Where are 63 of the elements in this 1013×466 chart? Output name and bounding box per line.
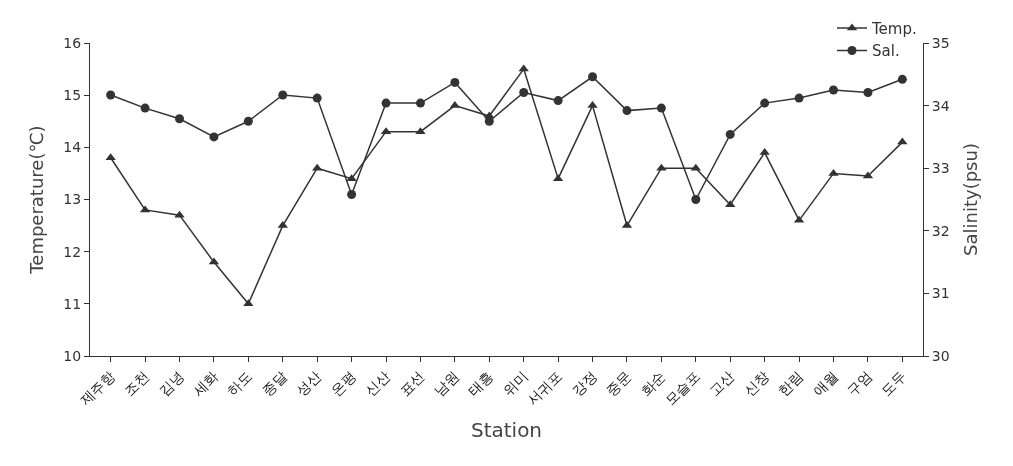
point <box>312 93 322 103</box>
point <box>656 103 666 113</box>
point <box>415 98 425 108</box>
x-tick-label: 구엄 <box>843 367 875 399</box>
point <box>140 103 150 113</box>
x-axis-title: Station <box>470 418 543 443</box>
x-tick-label: 한림 <box>775 367 807 399</box>
point <box>347 189 357 199</box>
x-tick-label: 신창 <box>740 367 772 399</box>
y2-axis-title: Salinity(psu) <box>959 143 981 256</box>
x-tick-label: 하도 <box>224 367 256 399</box>
y2-tick-label: 31 <box>931 285 950 302</box>
y2-tick-label: 34 <box>931 97 950 114</box>
point <box>381 98 391 108</box>
x-tick-label: 강정 <box>568 367 600 399</box>
y2-tick-label: 33 <box>931 160 950 177</box>
x-tick-label: 신산 <box>361 367 394 399</box>
x-tick-label: 중문 <box>602 367 635 399</box>
point <box>588 72 598 82</box>
point <box>175 114 184 124</box>
y-tick-label: 13 <box>63 191 82 208</box>
point <box>760 98 770 108</box>
point <box>553 96 563 106</box>
point <box>243 116 253 126</box>
point <box>450 77 460 87</box>
x-tick-label: 태흥 <box>465 367 497 399</box>
point <box>897 74 907 84</box>
point <box>105 153 116 161</box>
point <box>794 93 804 103</box>
x-tick-label: 조천 <box>121 367 153 399</box>
x-tick-label: 성산 <box>293 367 325 399</box>
point <box>829 85 838 95</box>
x-tick-label: 온평 <box>327 367 359 399</box>
point <box>243 299 254 307</box>
x-tick-label: 도두 <box>878 367 910 399</box>
y2-tick-label: 35 <box>931 34 950 51</box>
y-tick-label: 11 <box>63 295 82 312</box>
point <box>622 106 632 116</box>
point <box>519 87 529 97</box>
x-tick-label: 남원 <box>430 367 462 399</box>
legend-label: Temp. <box>871 19 917 38</box>
y2-tick-label: 32 <box>931 222 950 239</box>
y-tick-label: 16 <box>63 34 82 51</box>
x-tick-label: 애월 <box>809 367 841 399</box>
x-tick-label: 고산 <box>706 367 738 399</box>
point <box>691 195 701 204</box>
x-tick-label: 김녕 <box>155 367 187 399</box>
y-tick-label: 10 <box>63 347 82 364</box>
point <box>828 168 839 176</box>
point <box>106 90 116 100</box>
x-tick-label: 표선 <box>396 367 428 399</box>
point <box>725 129 735 139</box>
legend-label: Sal. <box>872 42 900 61</box>
x-tick-label: 세화 <box>189 367 221 399</box>
point <box>278 90 288 100</box>
y-tick-label: 12 <box>63 243 82 260</box>
x-tick-label: 종달 <box>258 367 290 399</box>
y-tick-label: 15 <box>63 87 82 104</box>
point <box>209 132 219 142</box>
point <box>863 87 873 97</box>
y-axis-title: Temperature(℃) <box>25 125 47 275</box>
y2-tick-label: 30 <box>931 347 950 364</box>
y-tick-label: 14 <box>63 139 82 156</box>
